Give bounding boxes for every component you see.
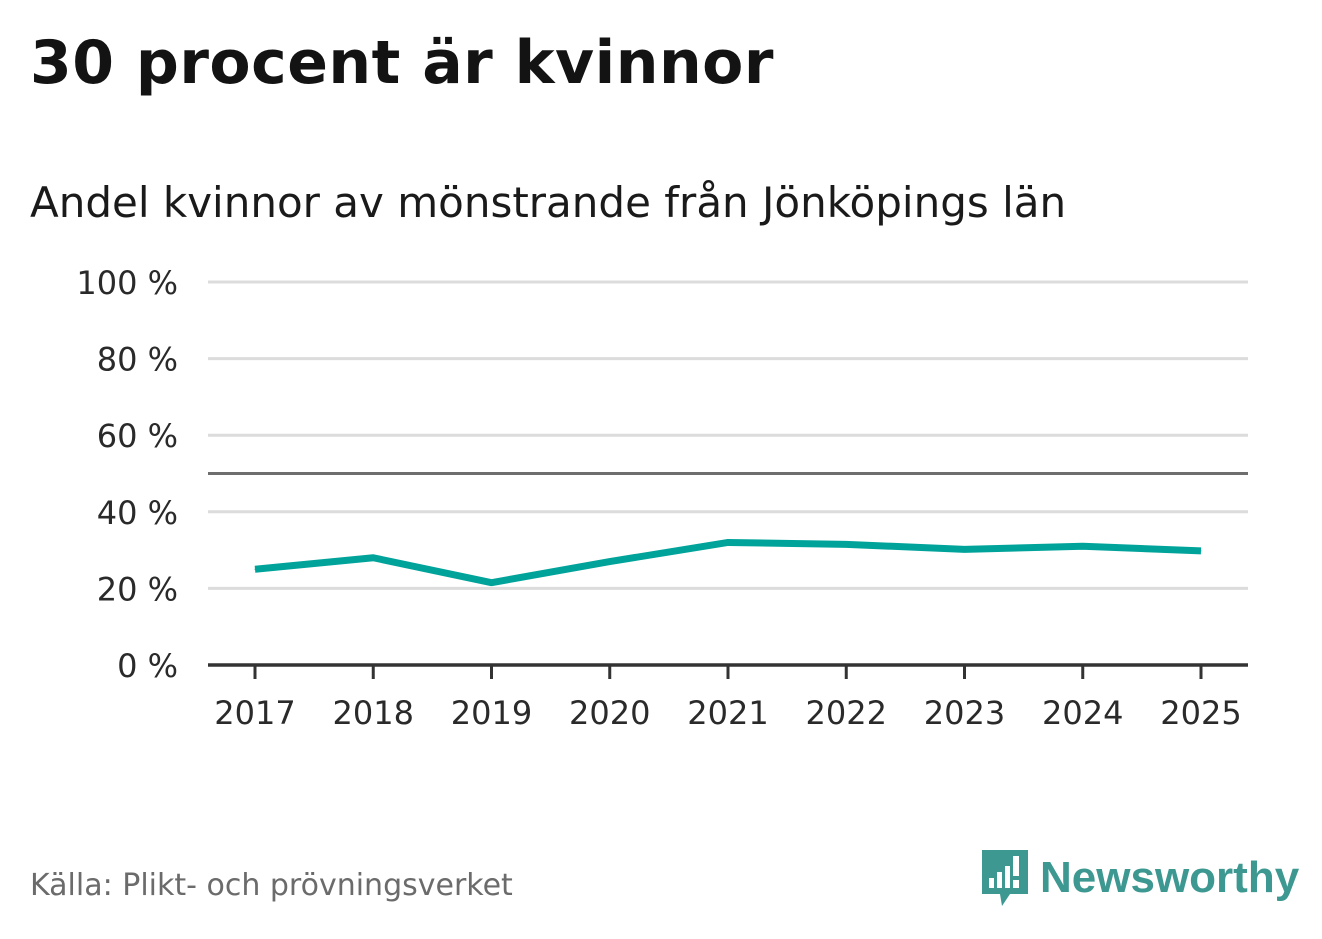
x-tick-label: 2019 [451,694,532,732]
data-point [491,582,492,584]
gridlines [208,280,1248,590]
chart-subtitle: Andel kvinnor av mönstrande från Jönköpi… [30,178,1067,227]
data-point [1082,545,1084,547]
x-tick-label: 2025 [1160,694,1241,732]
series-layer [254,538,1202,587]
source-note: Källa: Plikt- och prövningsverket [30,868,513,903]
x-axis-ticks: 2017 2018 2019 2020 2021 2022 2023 2024 2025 [214,665,1242,732]
data-point [609,561,611,563]
data-point [372,557,374,559]
x-tick-label: 2022 [806,694,887,732]
x-tick-label: 2023 [924,694,1005,732]
data-point [845,543,847,545]
y-tick-label: 40 % [97,494,178,532]
data-point [727,541,729,543]
y-tick-label: 0 % [117,647,178,685]
x-tick-label: 2021 [687,694,768,732]
y-tick-label: 80 % [97,341,178,379]
brand-name: Newsworthy [1040,853,1300,902]
data-point [1200,550,1202,552]
newsworthy-logo-icon [982,850,1028,906]
data-point [964,548,965,550]
x-tick-label: 2017 [214,694,295,732]
y-axis-ticks: 0 % 20 % 40 % 60 % 80 % 100 % [76,264,178,685]
data-point [254,568,256,570]
y-tick-label: 100 % [76,264,178,302]
series-line [254,538,1202,587]
chart-title: 30 procent är kvinnor [30,28,774,98]
brand-logo: Newsworthy [980,848,1299,908]
x-tick-label: 2020 [569,694,650,732]
x-tick-label: 2024 [1042,694,1123,732]
x-tick-label: 2018 [333,694,414,732]
y-tick-label: 20 % [97,570,178,608]
line-chart: 0 % 20 % 40 % 60 % 80 % 100 % 2017 2018 2019 202… [76,264,1248,732]
y-tick-label: 60 % [97,417,178,455]
